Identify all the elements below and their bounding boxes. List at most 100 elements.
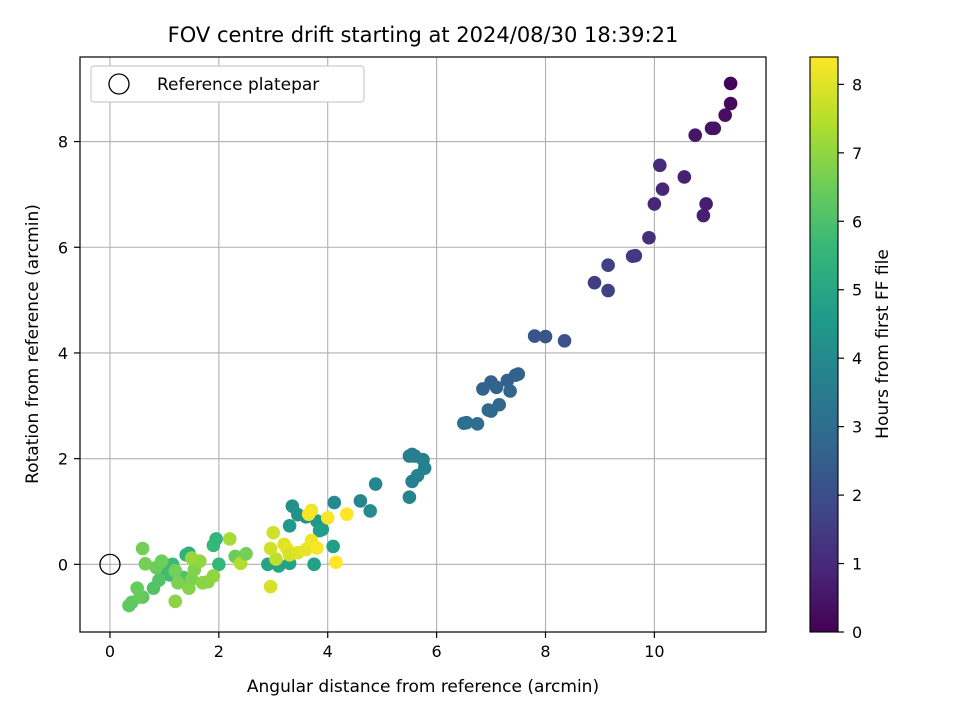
data-point [557,334,572,348]
data-point [239,546,253,561]
chart-title: FOV centre drift starting at 2024/08/30 … [168,23,679,47]
data-point [263,541,278,556]
legend-reference-marker [108,73,130,95]
y-tick-label: 0 [58,555,68,574]
plot-frame [79,56,767,633]
data-point [628,248,643,263]
data-point [587,275,602,290]
colorbar-tick-label: 1 [852,555,862,574]
data-point [171,576,185,590]
colorbar-tick-label: 7 [852,144,862,163]
data-point [402,490,417,505]
data-point [688,128,703,143]
data-point [290,507,305,522]
data-point [484,404,498,418]
data-point [405,474,419,489]
data-point [206,569,221,583]
colorbar-tick-label: 3 [852,418,862,437]
data-point [527,329,542,343]
x-tick-label: 10 [644,642,664,661]
data-point [723,96,738,111]
y-tick-label: 8 [58,133,68,152]
data-point [266,525,281,540]
x-tick-label: 2 [214,642,224,661]
data-point [601,258,615,273]
colorbar-tick-label: 2 [852,486,862,505]
data-point [327,495,342,510]
colorbar-label: Hours from first FF file [873,249,893,439]
x-tick-label: 4 [323,642,333,661]
colorbar-tick-label: 8 [852,75,862,94]
data-points [122,76,738,613]
data-point [538,329,553,344]
data-point [677,170,692,184]
data-point [310,541,324,555]
x-axis-label: Angular distance from reference (arcmin) [247,677,599,697]
y-tick-label: 6 [58,238,68,257]
colorbar: 0 1 2 3 4 5 6 7 8 Hours from first FF file [809,56,893,642]
colorbar-tick-label: 4 [852,349,862,368]
grid [80,57,766,632]
data-point [326,539,340,554]
data-point [329,555,343,570]
data-point [146,581,161,595]
y-axis-ticks: 0 2 4 6 8 [58,133,80,574]
x-tick-label: 6 [432,642,442,661]
y-axis-label: Rotation from reference (arcmin) [23,204,43,484]
colorbar-ticks: 0 1 2 3 4 5 6 7 8 [838,75,862,642]
legend-entry-reference: Reference platepar [157,75,319,95]
x-axis-ticks: 0 2 4 6 8 10 [105,632,665,661]
data-point [168,563,183,578]
data-point [500,373,515,388]
data-point [130,581,144,595]
y-tick-label: 4 [58,344,68,363]
reference-marker-layer [99,553,121,576]
x-tick-label: 0 [105,642,115,661]
data-point [263,579,278,594]
data-point [168,594,183,609]
data-point [470,416,485,431]
data-point [653,158,667,173]
data-point [655,182,670,196]
y-tick-label: 2 [58,450,68,469]
data-point [320,511,335,525]
data-point [718,108,732,122]
legend-box [90,65,365,103]
data-point [601,283,615,298]
legend: Reference platepar [90,65,365,103]
x-tick-label: 8 [540,642,550,661]
colorbar-tick-label: 5 [852,281,862,300]
data-point [368,477,383,491]
colorbar-tick-label: 0 [852,623,862,642]
data-point [312,523,327,538]
data-point [707,121,722,136]
data-point [489,380,504,395]
data-point [476,382,490,396]
data-point [647,197,662,211]
colorbar-gradient [809,56,839,633]
data-point [184,551,199,565]
data-point [339,507,354,521]
data-point [723,76,738,91]
data-point [212,557,226,572]
data-point [363,504,377,518]
colorbar-tick-label: 6 [852,212,862,231]
data-point [353,494,368,508]
data-point [206,538,221,553]
data-point [696,208,711,223]
data-point [269,552,283,566]
data-point [301,507,316,521]
data-point [282,518,297,533]
data-point [149,560,164,575]
data-point [699,197,713,211]
data-point [122,598,136,613]
data-point [642,230,656,245]
data-point [459,415,474,430]
data-point [138,557,153,571]
reference-platepar-marker [99,553,121,576]
data-point [222,532,237,546]
data-point [307,557,321,572]
data-point [135,541,150,556]
data-point [503,384,517,398]
